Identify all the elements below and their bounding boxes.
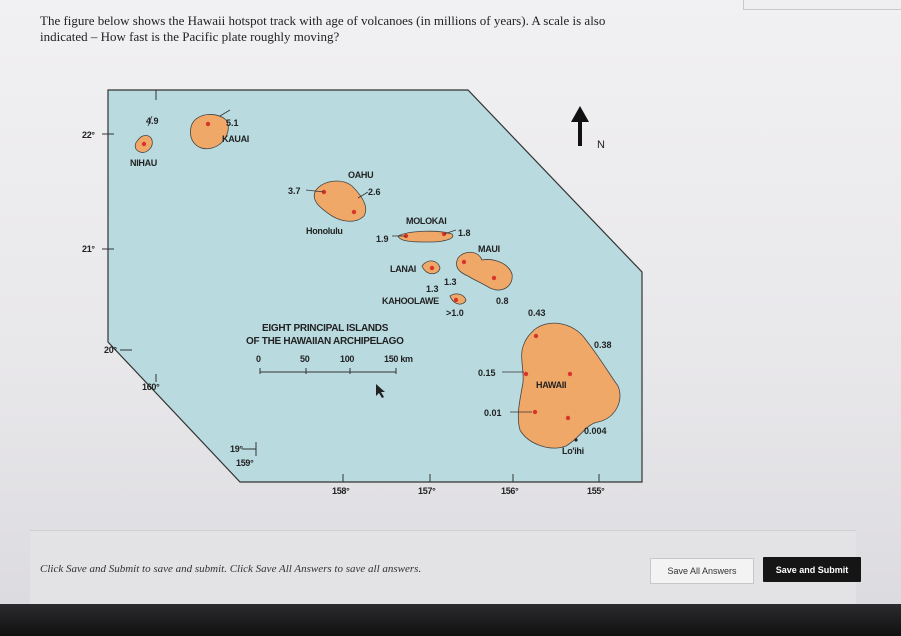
island-label-loihi: Lo'ihi [562,446,584,456]
age-label-hawaii-se: 0.004 [584,426,607,436]
age-label-hawaii-sw: 0.01 [484,408,502,418]
lon-label-158: 158° [332,486,350,496]
scale-label-0: 0 [256,354,261,364]
footer-instruction: Click Save and Submit to save and submit… [40,563,422,575]
lon-label-157: 157° [418,486,436,496]
age-label-kahoolawe: >1.0 [446,308,464,318]
maui-island [456,251,513,291]
dot-oahu-e [351,209,357,215]
save-all-answers-button[interactable]: Save All Answers [650,558,754,584]
age-label-hawaii-w: 0.15 [478,368,496,378]
scale-bar [259,368,397,374]
dot-hawaii-sw [532,409,538,415]
dot-maui-w [461,259,467,265]
lon-label-160: 160° [142,382,160,392]
hawaii-map-figure: 22° 21° 20° 19° 160° 159° 158° 157° 156°… [80,82,700,512]
scale-label-150: 150 km [384,354,413,364]
age-label-oahu-w: 3.7 [288,186,301,196]
question-line-1: The figure below shows the Hawaii hotspo… [40,13,606,28]
lat-label-22: 22° [82,130,95,140]
island-label-kauai: KAUAI [222,134,249,144]
scale-label-100: 100 [340,354,354,364]
island-label-kahoolawe: KAHOOLAWE [382,296,439,306]
lon-label-159: 159° [236,458,254,468]
question-text: The figure below shows the Hawaii hotspo… [40,13,680,45]
dot-maui-e [491,275,497,281]
map-caption-line-1: EIGHT PRINCIPAL ISLANDS [262,323,389,334]
top-right-box [743,0,901,10]
dot-oahu-w [321,189,327,195]
island-label-oahu: OAHU [348,170,373,180]
ocean-area [107,89,643,483]
age-label-maui-w: 1.3 [444,277,457,287]
lat-label-20: 20° [104,345,117,355]
island-label-maui: MAUI [478,244,500,254]
question-line-2: indicated – How fast is the Pacific plat… [40,29,340,44]
hawaii-map-svg: 22° 21° 20° 19° 160° 159° 158° 157° 156°… [82,89,643,496]
island-label-molokai: MOLOKAI [406,216,446,226]
dot-hawaii-se [565,415,571,421]
save-and-submit-button[interactable]: Save and Submit [763,557,861,582]
island-label-lanai: LANAI [390,264,416,274]
volcano-dots [141,121,578,442]
hawaii-island [517,322,621,449]
age-label-molokai-w: 1.9 [376,234,389,244]
dot-kahoolawe [453,297,459,303]
age-label-hawaii-n: 0.43 [528,308,546,318]
age-label-kauai: 5.1 [226,118,239,128]
age-label-lanai: 1.3 [426,284,439,294]
screen-bezel [0,604,901,636]
molokai-island [397,230,454,243]
lat-label-19: 19° [230,444,243,454]
north-label: N [597,139,605,151]
lon-label-156: 156° [501,486,519,496]
dot-hawaii-n [533,333,539,339]
dot-kauai [205,121,211,127]
island-label-niihau: NIHAU [130,158,157,168]
dot-lanai [429,265,435,271]
island-label-hawaii: HAWAII [536,380,566,390]
lon-label-155: 155° [587,486,605,496]
dot-hawaii-ne [567,371,573,377]
age-label-niihau: 4.9 [146,116,159,126]
kahoolawe-island [449,293,467,305]
leader-lines [147,109,532,413]
map-caption-line-2: OF THE HAWAIIAN ARCHIPELAGO [246,336,404,347]
scale-label-50: 50 [300,354,310,364]
kauai-island [190,114,229,150]
mouse-cursor-icon [376,384,385,398]
age-label-oahu-e: 2.6 [368,187,381,197]
lat-label-21: 21° [82,244,95,254]
dot-niihau [141,141,147,147]
dot-hawaii-w [523,371,529,377]
north-arrow-icon [571,106,589,146]
age-label-molokai-e: 1.8 [458,228,471,238]
age-label-maui-e: 0.8 [496,296,509,306]
island-label-honolulu: Honolulu [306,226,343,236]
age-label-hawaii-ne: 0.38 [594,340,612,350]
dot-loihi [574,438,578,442]
